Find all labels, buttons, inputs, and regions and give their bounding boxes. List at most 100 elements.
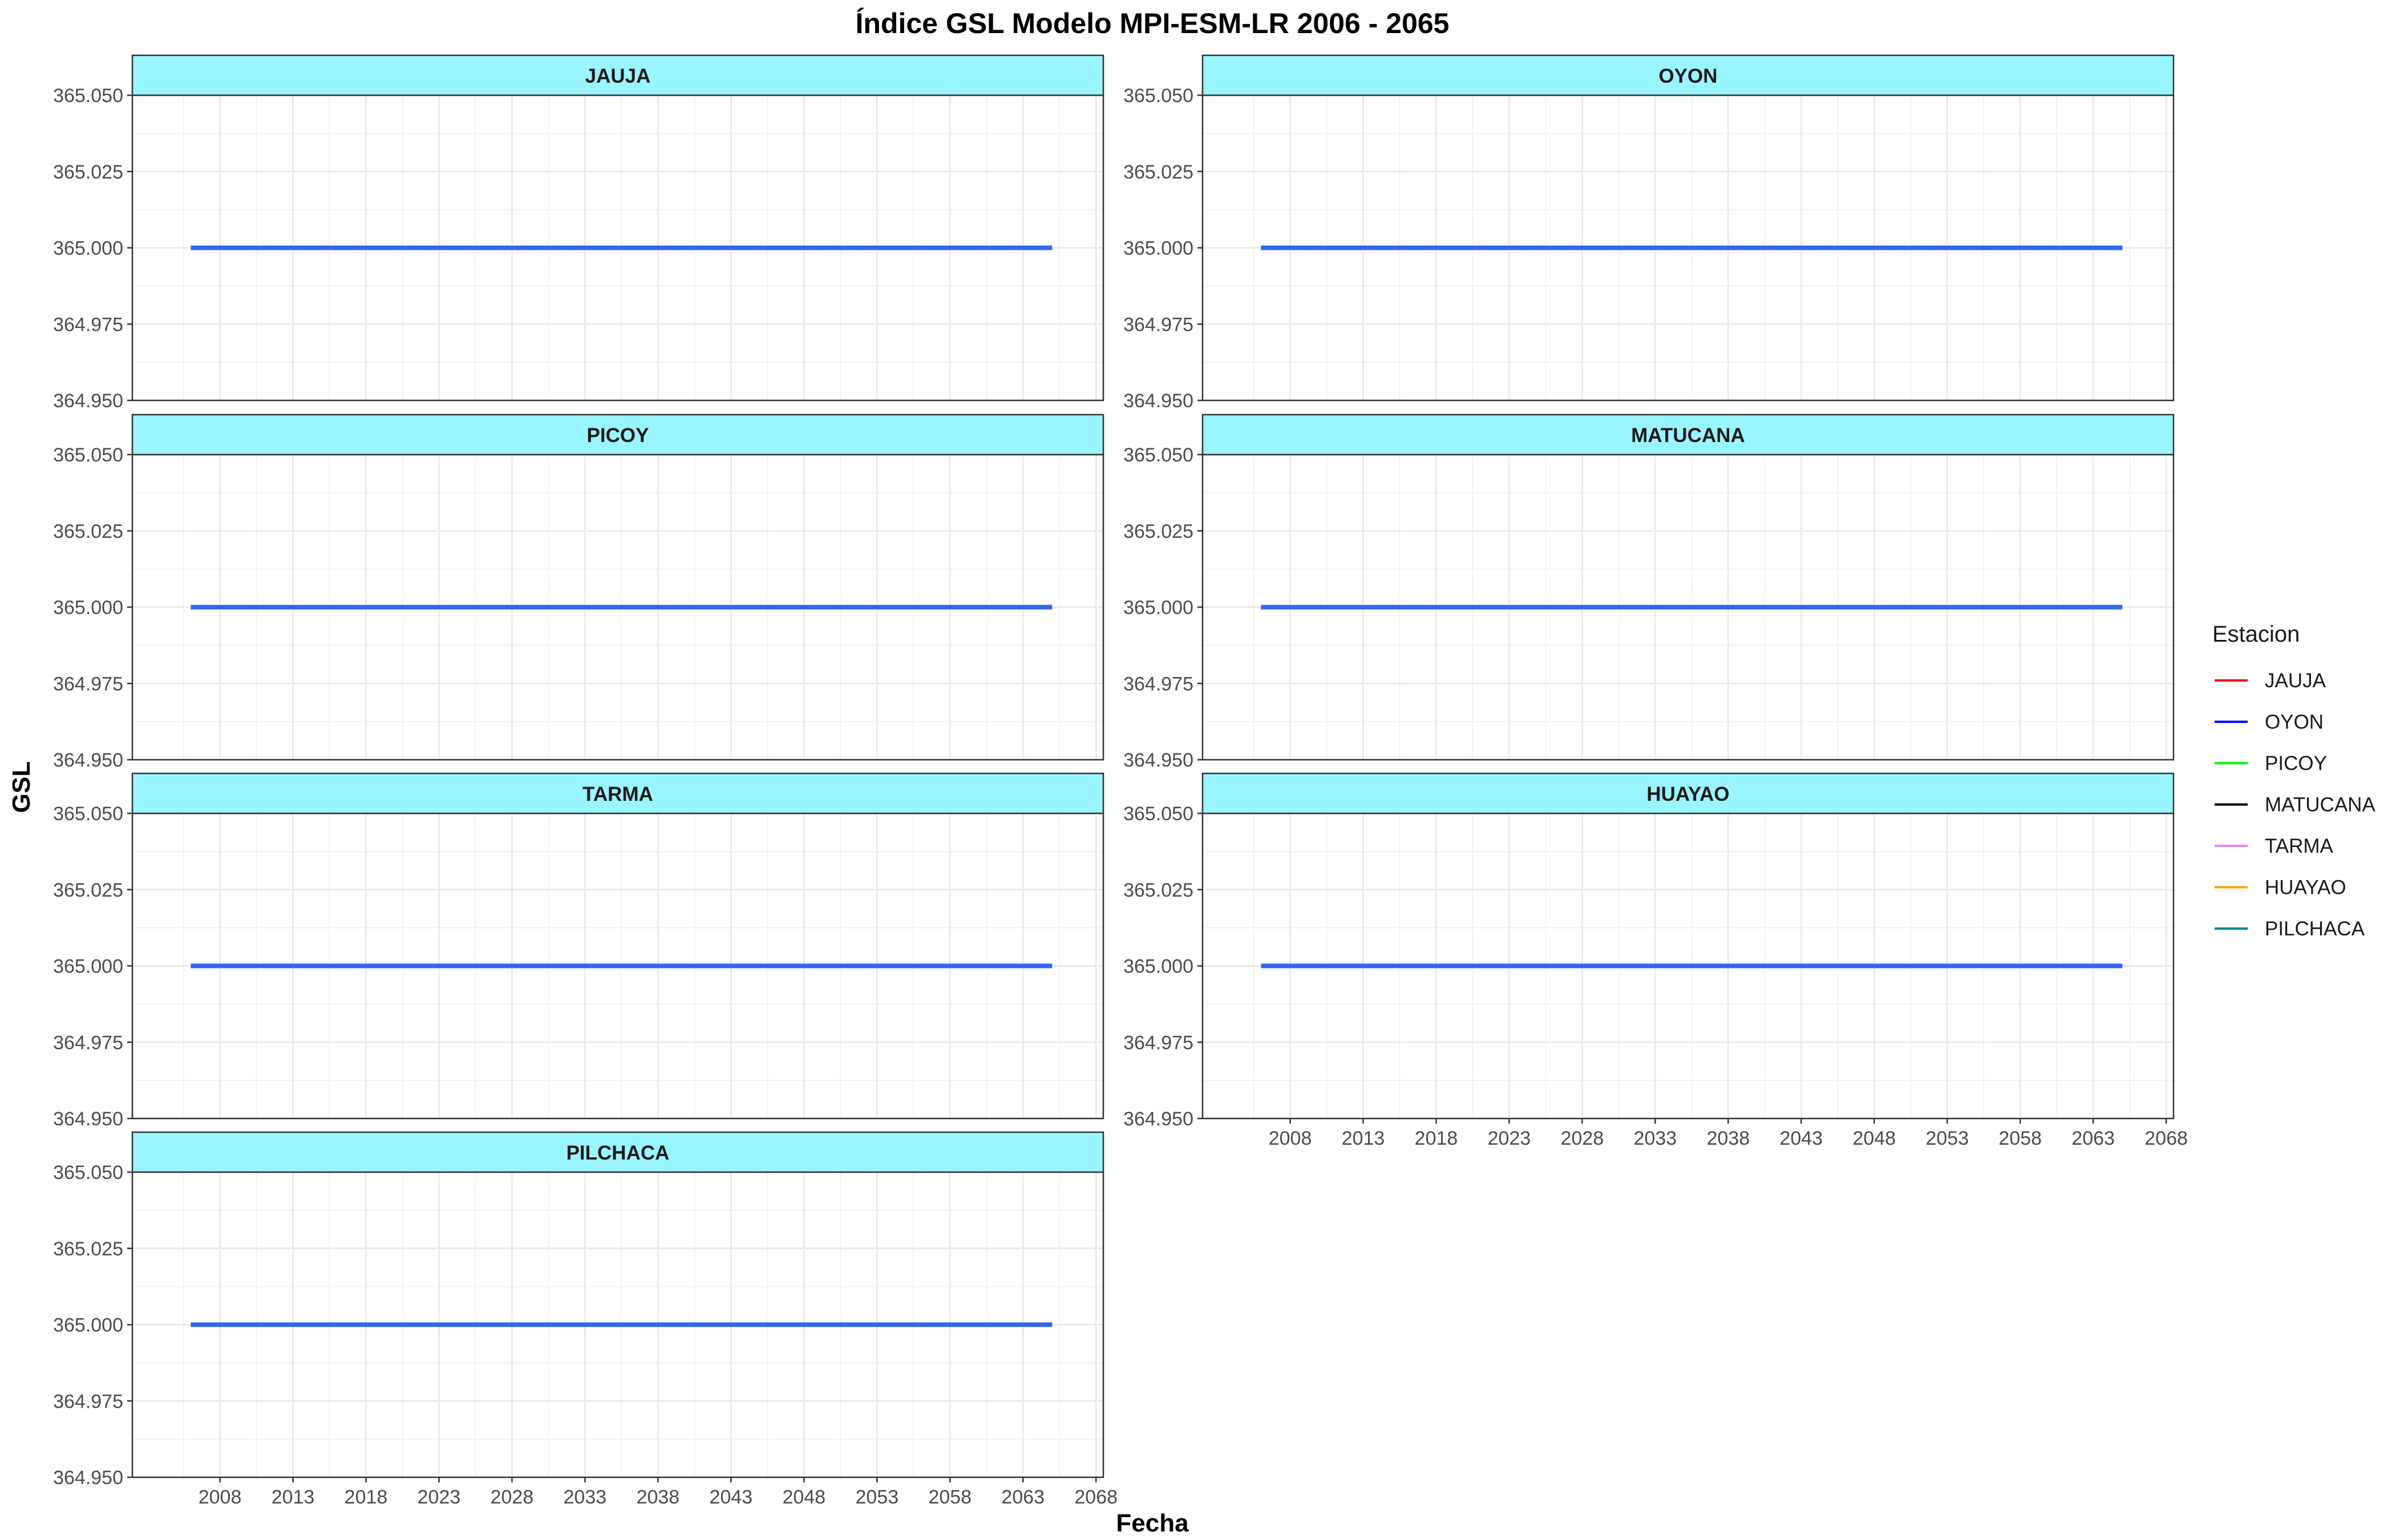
facet-strip-label: PICOY [587, 424, 649, 447]
x-tick-label: 2033 [564, 1486, 607, 1508]
facet-strip-label: TARMA [582, 783, 653, 805]
facet-strip-label: MATUCANA [1631, 424, 1745, 447]
facet-panel-oyon: OYON 364.950 364.975 365.000 365.025 365.050 [1123, 54, 2175, 412]
y-tick-label: 365.050 [1123, 803, 1193, 825]
y-tick-label: 365.000 [53, 956, 123, 978]
legend-item-jauja: JAUJA [2215, 670, 2326, 692]
facet-strip [131, 414, 1104, 456]
legend-label: TARMA [2265, 835, 2334, 857]
x-tick-label: 2023 [418, 1486, 461, 1508]
legend-label: JAUJA [2265, 670, 2326, 692]
facet-strip-label: OYON [1658, 65, 1717, 87]
y-tick-label: 364.950 [53, 1108, 123, 1130]
x-tick-label: 2058 [928, 1486, 972, 1508]
x-tick-label: 2038 [637, 1486, 680, 1508]
x-tick-label: 2038 [1707, 1128, 1750, 1149]
x-tick-label: 2028 [491, 1486, 534, 1508]
facet-panel-pilchaca: PILCHACA 364.950 364.975 365.000 365.025 365.… [53, 1131, 1118, 1508]
y-tick-label: 365.000 [1123, 956, 1193, 978]
y-tick-label: 365.050 [53, 85, 123, 107]
facet-strip-label: HUAYAO [1646, 783, 1729, 805]
facet-strip-label: PILCHACA [566, 1142, 670, 1164]
x-tick-label: 2063 [2071, 1128, 2115, 1149]
y-tick-label: 364.950 [53, 1467, 123, 1489]
y-tick-label: 364.975 [53, 1032, 123, 1053]
y-tick-label: 365.025 [1123, 161, 1193, 183]
facet-strip [131, 54, 1104, 96]
x-tick-label: 2018 [1415, 1128, 1458, 1149]
legend-label: MATUCANA [2265, 794, 2375, 816]
facet-panel-jauja: JAUJA 364.950 364.975 365.000 365.025 365.050 [53, 54, 1104, 412]
x-tick-label: 2008 [1269, 1128, 1312, 1149]
facet-panel-matucana: MATUCANA 364.950 364.975 365.000 365.025 365.… [1123, 414, 2175, 771]
x-tick-label: 2048 [1853, 1128, 1896, 1149]
facet-strip [131, 1131, 1104, 1173]
y-tick-label: 365.000 [1123, 238, 1193, 260]
y-tick-label: 365.000 [53, 238, 123, 260]
y-tick-label: 364.950 [1123, 749, 1193, 771]
y-tick-label: 364.950 [1123, 1108, 1193, 1130]
facet-panel-picoy: PICOY 364.950 364.975 365.000 365.025 365.050 [53, 414, 1104, 771]
y-tick-label: 364.975 [1123, 673, 1193, 695]
y-tick-label: 365.050 [53, 444, 123, 466]
facet-panel-huayao: HUAYAO 364.950 364.975 365.000 365.025 365.05… [1123, 772, 2188, 1149]
x-tick-label: 2028 [1561, 1128, 1604, 1149]
y-tick-label: 365.050 [53, 803, 123, 825]
legend-item-oyon: OYON [2215, 711, 2324, 733]
x-tick-label: 2043 [710, 1486, 753, 1508]
y-tick-label: 364.975 [1123, 1032, 1193, 1053]
legend: Estacion JAUJA OYON PICOY MATUCANA TARMA HUAY… [2212, 622, 2375, 940]
facet-strip [131, 772, 1104, 814]
y-tick-label: 364.975 [53, 1391, 123, 1412]
x-tick-label: 2023 [1488, 1128, 1531, 1149]
x-tick-label: 2013 [1342, 1128, 1385, 1149]
y-tick-label: 365.025 [53, 880, 123, 901]
x-tick-label: 2008 [199, 1486, 242, 1508]
y-tick-label: 365.050 [1123, 444, 1193, 466]
facet-strip [1201, 772, 2175, 814]
y-tick-label: 365.050 [53, 1162, 123, 1184]
x-tick-label: 2013 [272, 1486, 315, 1508]
x-tick-label: 2068 [1074, 1486, 1118, 1508]
y-tick-label: 365.000 [53, 1315, 123, 1336]
y-tick-label: 365.050 [1123, 85, 1193, 107]
y-tick-label: 365.025 [53, 1238, 123, 1260]
x-axis-title: Fecha [1116, 1509, 1189, 1537]
legend-item-matucana: MATUCANA [2215, 794, 2375, 816]
x-tick-label: 2043 [1780, 1128, 1823, 1149]
y-tick-label: 364.975 [1123, 314, 1193, 335]
y-tick-label: 365.025 [53, 161, 123, 183]
legend-item-pilchaca: PILCHACA [2215, 918, 2365, 940]
y-tick-label: 364.975 [53, 314, 123, 335]
x-tick-label: 2033 [1634, 1128, 1677, 1149]
legend-item-huayao: HUAYAO [2215, 877, 2346, 899]
legend-label: HUAYAO [2265, 877, 2346, 899]
y-tick-label: 364.950 [53, 390, 123, 412]
y-axis-title: GSL [7, 761, 35, 813]
x-tick-label: 2053 [1925, 1128, 1969, 1149]
y-tick-label: 365.025 [53, 521, 123, 542]
facet-panel-tarma: TARMA 364.950 364.975 365.000 365.025 365.050 [53, 772, 1104, 1130]
facet-panels: JAUJA 364.950 364.975 365.000 365.025 365.050… [53, 54, 2188, 1508]
x-tick-label: 2058 [1998, 1128, 2042, 1149]
legend-item-tarma: TARMA [2215, 835, 2334, 857]
legend-label: PILCHACA [2265, 918, 2365, 940]
facet-strip-label: JAUJA [585, 65, 651, 87]
x-tick-label: 2048 [783, 1486, 826, 1508]
y-tick-label: 365.025 [1123, 521, 1193, 542]
x-tick-label: 2063 [1001, 1486, 1045, 1508]
x-tick-label: 2053 [855, 1486, 898, 1508]
facet-strip [1201, 414, 2175, 456]
legend-label: PICOY [2265, 752, 2327, 775]
x-tick-label: 2068 [2144, 1128, 2188, 1149]
y-tick-label: 365.025 [1123, 880, 1193, 901]
y-tick-label: 364.975 [53, 673, 123, 695]
y-tick-label: 365.000 [1123, 597, 1193, 619]
chart-title: Índice GSL Modelo MPI-ESM-LR 2006 - 2065 [856, 7, 1450, 39]
legend-label: OYON [2265, 711, 2324, 733]
y-tick-label: 364.950 [53, 749, 123, 771]
legend-title: Estacion [2212, 622, 2300, 647]
legend-item-picoy: PICOY [2215, 752, 2327, 775]
y-tick-label: 364.950 [1123, 390, 1193, 412]
